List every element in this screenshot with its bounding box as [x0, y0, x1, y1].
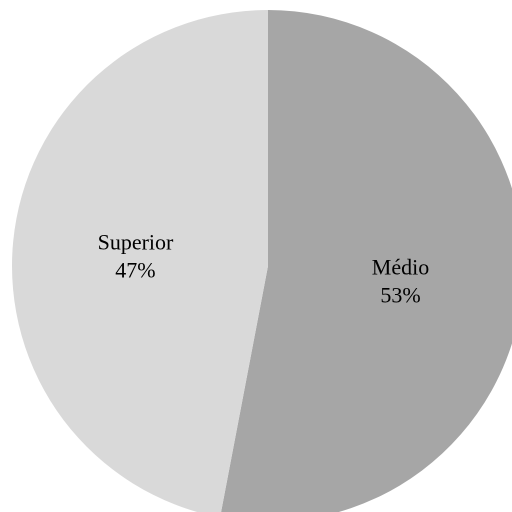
slice-category-label-m-dio: Médio — [372, 255, 429, 280]
slice-category-label-superior: Superior — [98, 229, 174, 254]
slice-value-label-m-dio: 53% — [380, 283, 420, 308]
pie-slice-superior — [12, 10, 268, 512]
pie-slice-m-dio — [221, 10, 512, 512]
slice-value-label-superior: 47% — [115, 257, 155, 282]
